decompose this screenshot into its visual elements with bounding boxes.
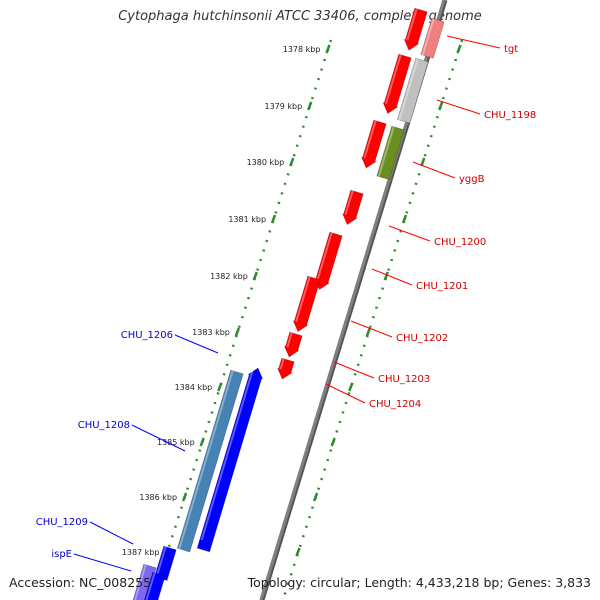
gene-label-forward: tgt: [504, 44, 518, 55]
tick-mark-outer: [289, 157, 295, 167]
chu-1204-gene-highlight: [279, 358, 285, 370]
label-callouts: [73, 35, 501, 572]
tick-mark-inner: [456, 44, 462, 54]
tick-mark-outer: [199, 437, 205, 447]
tgt-rna-gene: [420, 17, 445, 59]
tgt-gene-highlight: [406, 8, 418, 41]
chu-1198-gene: [382, 53, 412, 115]
tick-mark-outer: [234, 327, 241, 337]
chu-1202-gene-highlight: [295, 276, 311, 323]
tick-mark-outer: [217, 382, 223, 392]
chu-1208-gene-highlight: [200, 366, 255, 541]
callout-forward: [436, 99, 481, 115]
chu-1209-gene: [154, 545, 177, 582]
callout-forward: [350, 320, 393, 338]
callout-reverse: [131, 424, 186, 452]
chu-1198-gray-gene: [396, 57, 429, 124]
tick-label: 1381 kbp: [228, 215, 266, 224]
tick-label: 1386 kbp: [139, 493, 177, 502]
tick-label: 1380 kbp: [247, 158, 285, 167]
chu-1203-gene: [283, 331, 303, 358]
callout-reverse: [89, 521, 134, 545]
callout-forward: [388, 225, 431, 242]
tick-label: 1384 kbp: [175, 383, 213, 392]
chu-1206-gene-highlight: [178, 370, 234, 550]
gene-label-forward: CHU_1200: [434, 237, 486, 248]
chu-1200-gene: [341, 189, 364, 226]
ispe-gene-highlight: [134, 564, 147, 600]
tick-mark-inner: [420, 157, 426, 167]
chu-1198-gray-gene-highlight: [398, 58, 419, 121]
tick-mark-inner: [330, 437, 336, 447]
tick-label: 1387 kbp: [122, 548, 160, 557]
chu-1204-gene: [276, 357, 295, 380]
callout-reverse: [73, 553, 132, 572]
tick-mark-outer: [252, 271, 258, 281]
chu-1206-gene: [176, 369, 244, 553]
tick-label: 1385 kbp: [157, 438, 195, 447]
chu-1202-gene: [292, 275, 321, 333]
callout-forward: [446, 35, 501, 49]
ispe-blue-gene: [143, 571, 166, 600]
tgt-rna-gene-highlight: [421, 18, 435, 56]
chu-1198-gene-highlight: [385, 54, 402, 104]
chu-1203-gene-highlight: [286, 332, 293, 348]
gene-label-forward: CHU_1201: [416, 281, 468, 292]
gene-label-forward: CHU_1202: [396, 333, 448, 344]
tick-mark-inner: [401, 214, 408, 224]
tick-mark-inner: [438, 101, 444, 111]
genome-title: Cytophaga hutchinsonii ATCC 33406, compl…: [118, 9, 482, 24]
tick-labels: 1378 kbp 1379 kbp 1380 kbp 1381 kbp 1382 kbp…: [122, 45, 321, 557]
topology-text: Topology: circular; Length: 4,433,218 bp…: [247, 575, 591, 590]
tick-label: 1383 kbp: [192, 328, 230, 337]
tick-mark-inner: [365, 327, 372, 337]
yggb-gene-a-highlight: [363, 120, 377, 159]
tgt-gene: [403, 7, 428, 51]
callout-forward: [412, 161, 456, 179]
accession-text: Accession: NC_008255: [9, 575, 152, 590]
callout-forward: [371, 268, 413, 286]
ispe-gene: [132, 563, 157, 600]
gene-label-reverse: ispE: [51, 549, 72, 560]
chu-1209-gene-highlight: [155, 546, 167, 578]
tick-mark-outer: [181, 492, 188, 502]
gene-labels: tgt CHU_1198 yggB CHU_1200 CHU_1201 CHU_1202 C…: [36, 44, 537, 560]
gene-label-reverse: CHU_1206: [121, 330, 173, 341]
callout-forward: [325, 383, 366, 404]
gene-label-forward: CHU_1203: [378, 374, 430, 385]
yggb-gene: [376, 125, 405, 181]
gene-features: [132, 7, 445, 600]
tick-mark-inner: [295, 547, 301, 557]
callout-reverse: [174, 334, 219, 354]
tick-mark-outer: [307, 101, 313, 111]
tick-marks: [164, 44, 462, 557]
ispe-blue-gene-highlight: [145, 572, 156, 600]
tick-mark-inner: [383, 271, 389, 281]
gene-label-forward: CHU_1198: [484, 110, 536, 121]
yggb-gene-highlight: [377, 126, 395, 177]
tick-label: 1378 kbp: [283, 45, 321, 54]
chu-1200-gene-highlight: [344, 190, 354, 215]
tick-mark-outer: [270, 214, 277, 224]
gene-label-reverse: CHU_1208: [78, 420, 130, 431]
gene-label-reverse: CHU_1209: [36, 517, 88, 528]
tick-mark-inner: [312, 492, 319, 502]
chu-1201-gene-highlight: [316, 232, 333, 280]
tick-label: 1379 kbp: [264, 102, 302, 111]
yggb-gene-a: [360, 119, 387, 169]
tick-mark-inner: [348, 382, 354, 392]
gene-label-forward: CHU_1204: [369, 399, 421, 410]
tick-label: 1382 kbp: [210, 272, 248, 281]
gene-label-forward: yggB: [459, 174, 485, 185]
callout-forward: [333, 361, 375, 379]
tick-mark-outer: [325, 44, 331, 54]
chu-1208-gene: [196, 367, 264, 553]
